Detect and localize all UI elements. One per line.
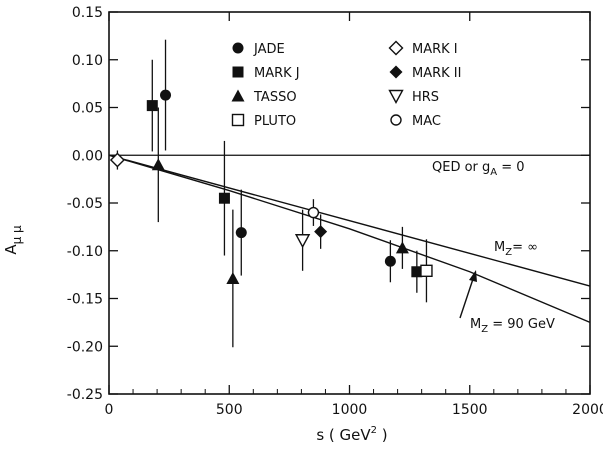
plot-border (108, 11, 591, 395)
curve-1 (108, 154, 591, 287)
curve-2 (108, 154, 591, 324)
annotation-mz-infinity: MZ= ∞ (494, 240, 538, 258)
legend-marker-mark-j (232, 66, 244, 78)
y-tick-label: 0.10 (72, 53, 103, 69)
plot-frame (108, 11, 591, 395)
legend-label-mark-i: MARK I (412, 42, 458, 57)
y-tick-label: 0.00 (72, 148, 103, 164)
data-point-jade (384, 255, 396, 267)
y-tick-label: 0.05 (72, 101, 103, 117)
legend-label-jade: JADE (253, 42, 285, 57)
legend-marker-mark-i (388, 40, 404, 56)
annotation-arrow (459, 275, 475, 319)
data-point-mac (307, 206, 320, 219)
data-point-tasso (395, 241, 409, 254)
legend-label-pluto: PLUTO (254, 114, 296, 129)
x-tick-label: 500 (216, 402, 243, 418)
legend-label-mark-ii: MARK II (412, 66, 461, 81)
data-point-mark-j (218, 192, 230, 204)
data-point-mark-ii (314, 225, 328, 239)
x-tick-label: 1500 (452, 402, 488, 418)
data-point-mark-i (109, 152, 125, 168)
legend-marker-jade (232, 42, 244, 54)
y-tick-label: -0.10 (67, 244, 103, 260)
x-axis-title: s ( GeV2 ) (316, 425, 387, 444)
data-point-mark-j (146, 100, 158, 112)
legend-label-mark-j: MARK J (254, 66, 300, 81)
legend-marker-tasso (231, 89, 245, 102)
annotation-mz-90: MZ = 90 GeV (470, 317, 555, 335)
legend-label-mac: MAC (412, 114, 441, 129)
x-tick-label: 0 (105, 402, 114, 418)
y-tick-label: 0.15 (72, 5, 103, 21)
annotation-arrowhead (469, 270, 477, 282)
y-axis-title: Aμ μ (2, 225, 24, 255)
data-point-jade (160, 89, 172, 101)
y-axis: 0.15 0.10 0.05 0.00 -0.05 -0.10 -0.15 -0.20 -0.2… (67, 5, 590, 403)
legend-marker-pluto (231, 113, 245, 127)
legend-marker-mark-ii (389, 65, 403, 79)
theory-curves (108, 154, 591, 324)
y-tick-label: -0.15 (67, 292, 103, 308)
y-tick-label: -0.25 (67, 387, 103, 403)
data-point-pluto (420, 264, 433, 278)
legend-label-tasso: TASSO (253, 90, 297, 105)
data-point-jade (235, 227, 247, 239)
data-point-tasso (151, 158, 165, 171)
annotation-qed: QED or gA = 0 (432, 160, 525, 178)
legend-marker-hrs (388, 89, 404, 104)
data-point-hrs (294, 234, 311, 249)
legend: JADE MARK J TASSO PLUTO MARK I MARK II HRS MAC (231, 40, 461, 129)
y-tick-label: -0.20 (67, 339, 103, 355)
legend-marker-mac (390, 114, 402, 126)
data-point-mark-j (411, 266, 423, 278)
y-tick-label: -0.05 (67, 196, 103, 212)
legend-label-hrs: HRS (412, 90, 439, 105)
data-points (109, 39, 433, 348)
data-point-tasso (226, 271, 240, 284)
x-tick-label: 1000 (332, 402, 368, 418)
